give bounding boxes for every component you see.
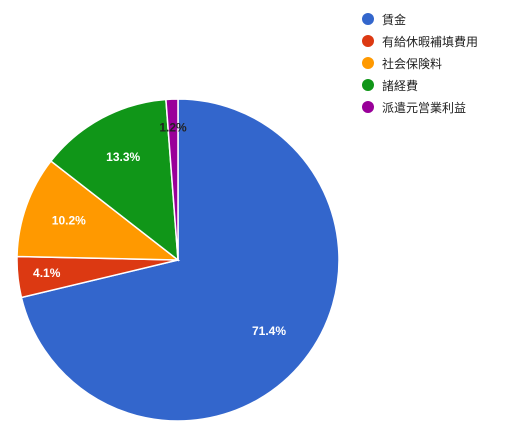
legend-swatch xyxy=(362,101,374,113)
slice-label-expenses: 13.3% xyxy=(106,150,140,164)
legend-item-wages[interactable]: 賃金 xyxy=(362,8,478,30)
legend-label: 有給休暇補填費用 xyxy=(382,34,479,49)
legend-swatch xyxy=(362,79,374,91)
slice-label-paid-leave: 4.1% xyxy=(33,266,61,280)
legend-swatch xyxy=(362,13,374,25)
legend-item-paid-leave[interactable]: 有給休暇補填費用 xyxy=(362,30,478,52)
legend-item-social-insurance[interactable]: 社会保険料 xyxy=(362,52,478,74)
legend-item-dispatch-profit[interactable]: 派遣元営業利益 xyxy=(362,96,478,118)
legend-swatch xyxy=(362,35,374,47)
legend: 賃金有給休暇補填費用 社会保険料諸経費派遣元営業利益 xyxy=(362,8,478,118)
legend-label: 社会保険料 xyxy=(382,56,443,71)
legend-item-expenses[interactable]: 諸経費 xyxy=(362,74,478,96)
pie-slice-expenses[interactable] xyxy=(49,98,179,262)
legend-label: 賃金 xyxy=(382,12,407,27)
legend-swatch xyxy=(362,57,374,69)
pie-slice-social-insurance[interactable] xyxy=(16,160,181,261)
slice-label-wages: 71.4% xyxy=(252,324,286,338)
slice-label-social-insurance: 10.2% xyxy=(52,213,86,227)
legend-label: 派遣元営業利益 xyxy=(382,100,467,115)
legend-label: 諸経費 xyxy=(382,78,419,93)
slice-label-dispatch-profit: 1.2% xyxy=(159,120,187,134)
pie-slice-wages[interactable] xyxy=(20,98,340,422)
pie-slice-dispatch-profit[interactable] xyxy=(165,98,179,261)
